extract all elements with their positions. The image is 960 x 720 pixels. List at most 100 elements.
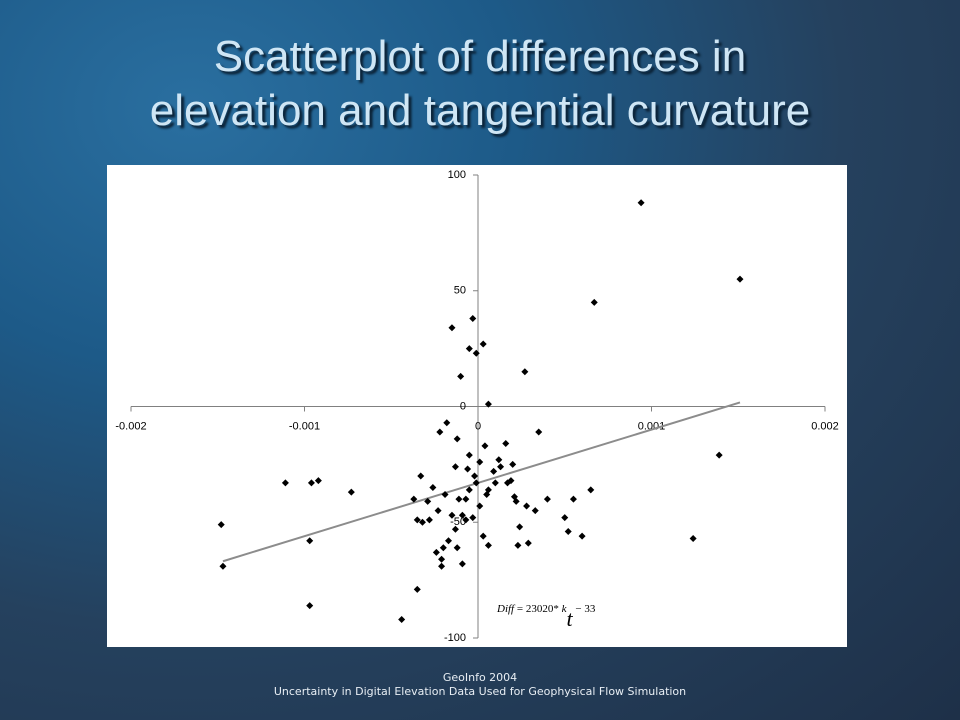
point <box>524 539 532 547</box>
y-tick-label: -50 <box>450 516 466 528</box>
point <box>443 419 451 427</box>
point <box>481 442 489 450</box>
equation-part: k <box>562 603 568 615</box>
point <box>448 511 456 519</box>
point <box>578 532 586 540</box>
point <box>469 315 477 323</box>
point <box>219 562 227 570</box>
x-tick-label: 0.001 <box>638 420 666 432</box>
point <box>417 472 425 480</box>
point <box>465 451 473 459</box>
point <box>398 615 406 623</box>
point <box>483 490 491 498</box>
point <box>469 514 477 522</box>
point <box>484 400 492 408</box>
x-tick-label: -0.002 <box>115 420 146 432</box>
x-tick-label: 0.002 <box>811 420 839 432</box>
point <box>590 298 598 306</box>
point <box>476 502 484 510</box>
point <box>479 532 487 540</box>
point <box>535 428 543 436</box>
point <box>587 486 595 494</box>
point <box>523 502 531 510</box>
point <box>347 488 355 496</box>
point <box>497 463 505 471</box>
equation-part: Diff <box>496 603 516 615</box>
point <box>491 479 499 487</box>
point <box>514 541 522 549</box>
point <box>434 507 442 515</box>
point <box>465 345 473 353</box>
point <box>561 514 569 522</box>
point <box>484 541 492 549</box>
point <box>455 495 463 503</box>
point <box>458 560 466 568</box>
slide-title: Scatterplot of differences in elevation … <box>0 30 960 138</box>
point <box>458 511 466 519</box>
point <box>462 495 470 503</box>
point <box>531 507 539 515</box>
point <box>413 516 421 524</box>
x-tick-label: -0.001 <box>289 420 320 432</box>
point <box>314 477 322 485</box>
y-tick-label: -100 <box>444 632 466 644</box>
point <box>438 555 446 563</box>
point <box>509 460 517 468</box>
point <box>516 523 524 531</box>
point <box>453 435 461 443</box>
point <box>503 479 511 487</box>
equation-part: − 33 <box>573 603 596 615</box>
point <box>432 548 440 556</box>
trendline <box>222 401 741 563</box>
point <box>490 467 498 475</box>
point <box>451 463 459 471</box>
footer: GeoInfo 2004 Uncertainty in Digital Elev… <box>0 671 960 699</box>
point <box>521 368 529 376</box>
point <box>564 528 572 536</box>
point <box>512 497 520 505</box>
point <box>425 516 433 524</box>
point <box>502 440 510 448</box>
x-tick-label: 0 <box>475 420 481 432</box>
point <box>410 495 418 503</box>
point <box>689 534 697 542</box>
y-tick-label: 0 <box>460 400 466 412</box>
point <box>438 562 446 570</box>
y-tick-label: 50 <box>454 285 466 297</box>
point <box>472 479 480 487</box>
point <box>715 451 723 459</box>
point <box>436 428 444 436</box>
point <box>418 518 426 526</box>
equation-part: = 23020* <box>514 603 561 615</box>
point <box>462 516 470 524</box>
point <box>306 537 314 545</box>
point <box>429 484 437 492</box>
point <box>453 544 461 552</box>
footer-line: GeoInfo 2004 <box>442 671 518 684</box>
point <box>445 537 453 545</box>
footer-line: Uncertainty in Digital Elevation Data Us… <box>273 685 687 698</box>
y-tick-label: 100 <box>448 169 466 181</box>
point <box>424 497 432 505</box>
title-line: Scatterplot of differences in <box>213 32 747 81</box>
point <box>451 525 459 533</box>
point <box>476 458 484 466</box>
point <box>307 479 315 487</box>
point <box>736 275 744 283</box>
point <box>306 602 314 610</box>
point <box>471 472 479 480</box>
point <box>543 495 551 503</box>
point <box>472 349 480 357</box>
point <box>281 479 289 487</box>
equation: Diff = 23020* kt − 33 <box>496 603 596 632</box>
point <box>465 486 473 494</box>
equation-part: t <box>566 606 573 631</box>
point <box>569 495 577 503</box>
point <box>413 585 421 593</box>
point <box>495 456 503 464</box>
point <box>637 199 645 207</box>
title-line: elevation and tangential curvature <box>149 86 811 135</box>
point <box>464 465 472 473</box>
point <box>448 324 456 332</box>
